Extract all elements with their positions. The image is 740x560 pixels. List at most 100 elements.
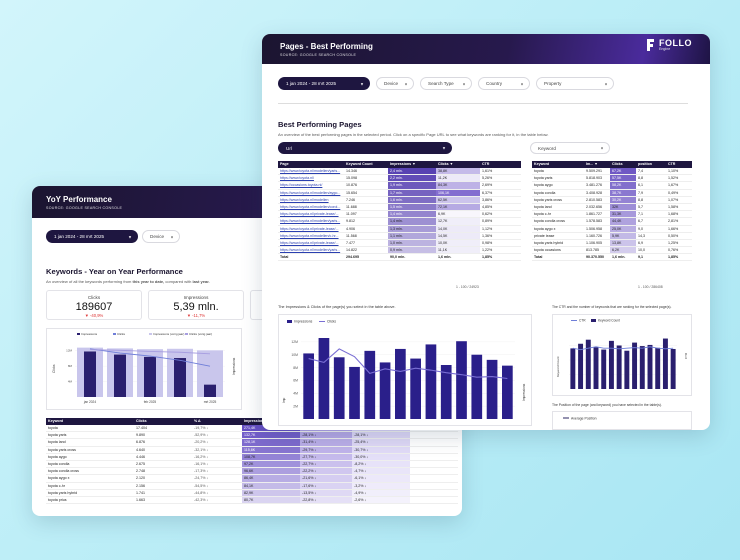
date-range-picker[interactable]: 1 jan 2024 - 28 mrt 2025 ▼ <box>46 230 138 243</box>
table-row[interactable]: toyota corolla cross 2.748 -17,3% ↓ 96,6K -2… <box>46 467 458 476</box>
table-row[interactable]: toyota c-hr 1.861.727 31,3K 7,1 1,68% <box>532 210 692 219</box>
col-clicks[interactable]: Clicks ▼ <box>436 161 480 168</box>
keywords-pagination[interactable]: 1 - 100 / 286408 <box>638 285 663 289</box>
page-url-link[interactable]: https://www.toyota.nl/modellen/c-hr... <box>278 232 344 240</box>
col-clicks[interactable]: Clicks <box>610 161 636 168</box>
table-row[interactable]: toyota land 2.032.656 32K 5,7 1,58% <box>532 203 692 212</box>
property-filter[interactable]: Property ▾ <box>536 77 614 90</box>
table-row[interactable]: toyota aygo 3.481.276 58,2K 6,1 1,67% <box>532 181 692 190</box>
table-row[interactable]: toyota prius 1.663 -42,3% ↓ 80,7K -22,8% ↓ -2… <box>46 496 458 505</box>
table-row[interactable]: https://www.toyota.nl/15.098 2,2 mln. 11,2… <box>278 174 521 183</box>
country-filter[interactable]: Country ▾ <box>478 77 530 90</box>
ctr-cell: 6,37% <box>480 189 521 197</box>
table-row[interactable]: toyota yaris hybrid 1.741 -44,8% ↓ 82,9K -13… <box>46 489 458 497</box>
col-clicks-delta[interactable]: % Δ <box>192 418 242 425</box>
bar-keyword-count <box>655 347 661 389</box>
table-row[interactable]: toyota aygo 4.446 -16,2% ↓ 108,7K -27,7% ↓ -3… <box>46 453 458 461</box>
keyword-count-cell: 4.906 <box>344 225 388 233</box>
page-url-link[interactable]: https://www.toyota.nl/private-lease/... <box>278 239 344 248</box>
y-axis-label: Imp <box>282 397 286 403</box>
impressions-delta-cell: -27,7% ↓ <box>300 453 352 461</box>
clicks-cell: 62,5K <box>436 196 480 204</box>
col-position[interactable]: position <box>636 161 666 168</box>
ctr-delta-cell: -8,2% ↓ <box>352 460 410 469</box>
pages-pagination[interactable]: 1 - 100 / 24923 <box>456 285 479 289</box>
table-row[interactable]: toyota corolla 2.675 -16,1% ↓ 97,2K -22,7% ↓… <box>46 460 458 469</box>
clicks-cell: 12,7K <box>436 217 480 226</box>
table-row[interactable]: toyota corolla cross 1.578.583 44,4K 6,7 2,8… <box>532 217 692 226</box>
search-type-filter[interactable]: Search Type ▾ <box>420 77 472 90</box>
legend-label: Impressions <box>81 332 98 336</box>
bar-impressions <box>425 344 437 419</box>
table-row[interactable]: toyota land 6.876 -20,2% ↓ 128,1K -31,4% ↓ -2… <box>46 438 458 447</box>
page-url-link[interactable]: https://www.toyota.nl/private-lease/... <box>278 210 344 219</box>
clicks-cell: 30,2K <box>610 196 636 204</box>
table-row[interactable]: https://www.toyota.nl/modellen/yaris... 9… <box>278 217 521 226</box>
page-url-link[interactable]: https://www.toyota.nl/modellen/corol... <box>278 203 344 212</box>
keyword-filter[interactable]: Keyword ▾ <box>530 142 610 154</box>
table-row[interactable]: toyota c-hr 2.156 -54,5% ↓ 84,1K -17,6% ↓ -3,… <box>46 482 458 490</box>
table-row[interactable]: https://www.toyota.nl/private-lease/... 4… <box>278 225 521 233</box>
col-keyword[interactable]: Keyword <box>532 161 584 168</box>
table-row[interactable]: https://www.toyota.nl/modellen/yaris... 1… <box>278 246 521 255</box>
table-row[interactable]: https://www.toyota.nl/modellen 7.246 1,6 m… <box>278 196 521 204</box>
table-row[interactable]: https://www.toyota.nl/modellen/corol... 1… <box>278 203 521 212</box>
col-impressions[interactable]: Impressions ▼ <box>388 161 436 168</box>
col-impressions[interactable]: Im... ▼ <box>584 161 610 168</box>
impressions-clicks-chart-panel: Impressions Clicks 12M 10M 8M 6M 4M 2M Imp Impres… <box>278 314 532 426</box>
device-filter[interactable]: Device ▾ <box>376 77 414 90</box>
table-row[interactable]: toyota occasions 813.785 6,2K 10,0 0,76% <box>532 246 692 255</box>
page-url-link[interactable]: https://www.toyota.nl/ <box>278 174 344 183</box>
chart1-title: The Impressions & Clicks of the page(s) … <box>278 305 396 309</box>
bar-keyword-count <box>647 344 653 389</box>
table-row[interactable]: https://www.toyota.nl/modellen/yaris... 1… <box>278 167 521 176</box>
table-row[interactable]: toyota 9.509.291 67,2K 7,4 1,10% <box>532 167 692 176</box>
page-url-link[interactable]: https://www.toyota.nl/modellen/yaris... <box>278 246 344 255</box>
col-ctr[interactable]: CTR <box>480 161 521 168</box>
bar-keyword-count <box>639 346 645 389</box>
clicks-delta-cell: -20,2% ↓ <box>192 438 242 447</box>
table-row[interactable]: toyota yaris 9.890 -52,9% ↓ 132,7K -28,1% ↓ -… <box>46 431 458 440</box>
device-filter[interactable]: Device ▾ <box>142 230 180 243</box>
page-url-link[interactable]: https://www.toyota.nl/private-lease/... <box>278 225 344 233</box>
impressions-delta-cell: -21,6% ↓ <box>300 474 352 483</box>
page-url-link[interactable]: https://www.toyota.nl/modellen/yaris... <box>278 167 344 176</box>
table-row[interactable]: toyota yaris 5.818.903 57,5K 8,8 1,52% <box>532 174 692 183</box>
col-keyword[interactable]: Keyword <box>46 418 134 425</box>
keyword-cell: toyota corolla cross <box>46 467 134 476</box>
col-ctr[interactable]: CTR <box>666 161 692 168</box>
col-clicks[interactable]: Clicks <box>134 418 192 425</box>
clicks-cell: 1.663 <box>134 496 192 505</box>
impressions-cell: 1,9 mln. <box>388 181 436 190</box>
col-keyword-count[interactable]: Keyword Count <box>344 161 388 168</box>
section-title: Best Performing Pages <box>278 120 362 129</box>
chart2-title: The CTR and the number of keywords that … <box>552 305 672 309</box>
col-page[interactable]: Page <box>278 161 344 168</box>
bar-impressions <box>144 356 156 397</box>
bar-impressions <box>440 365 452 419</box>
total-label: Total <box>278 253 344 262</box>
page-url-link[interactable]: https://occasions.toyota.nl/ <box>278 181 344 190</box>
table-row[interactable]: toyota aygo x 2.120 -24,7% ↓ 86,4K -21,6% ↓ -… <box>46 474 458 483</box>
clicks-cell: 84,3K <box>436 181 480 190</box>
table-row[interactable]: https://www.toyota.nl/modellen/aygo... 15… <box>278 189 521 197</box>
table-row[interactable]: toyota aygo x 1.506.958 25,0K 9,0 1,66% <box>532 225 692 233</box>
table-row[interactable]: https://www.toyota.nl/modellen/c-hr... 11… <box>278 232 521 240</box>
date-range-picker[interactable]: 1 jan 2024 - 28 mrt 2025 ▼ <box>278 77 370 90</box>
url-filter[interactable]: Url ▼ <box>278 142 452 154</box>
page-url-link[interactable]: https://www.toyota.nl/modellen/yaris... <box>278 217 344 226</box>
y-tick-label: 10M <box>291 353 298 357</box>
table-row[interactable]: https://www.toyota.nl/private-lease/... 7… <box>278 239 521 248</box>
table-row[interactable]: private lease 1.160.726 5,9K 14,3 0,50% <box>532 232 692 240</box>
ctr-cell: 1,07% <box>666 196 692 204</box>
table-row[interactable]: toyota yaris cross 4.640 -32,1% ↓ 115,8K -29… <box>46 446 458 454</box>
page-url-link[interactable]: https://www.toyota.nl/modellen/aygo... <box>278 189 344 197</box>
table-row[interactable]: toyota yaris hybrid 1.106.905 13,8K 6,9 1,25… <box>532 239 692 248</box>
impressions-cell: 1,6 mln. <box>388 196 436 204</box>
table-row[interactable]: toyota corolla 3.408.928 38,7K 7,9 0,49% <box>532 189 692 197</box>
table-row[interactable]: toyota yaris cross 2.810.583 30,2K 8,8 1,07% <box>532 196 692 204</box>
table-row[interactable]: https://www.toyota.nl/private-lease/... 1… <box>278 210 521 219</box>
table-row[interactable]: https://occasions.toyota.nl/10.876 1,9 ml… <box>278 181 521 190</box>
page-url-link[interactable]: https://www.toyota.nl/modellen <box>278 196 344 204</box>
y-tick-label: 8M <box>293 366 298 370</box>
